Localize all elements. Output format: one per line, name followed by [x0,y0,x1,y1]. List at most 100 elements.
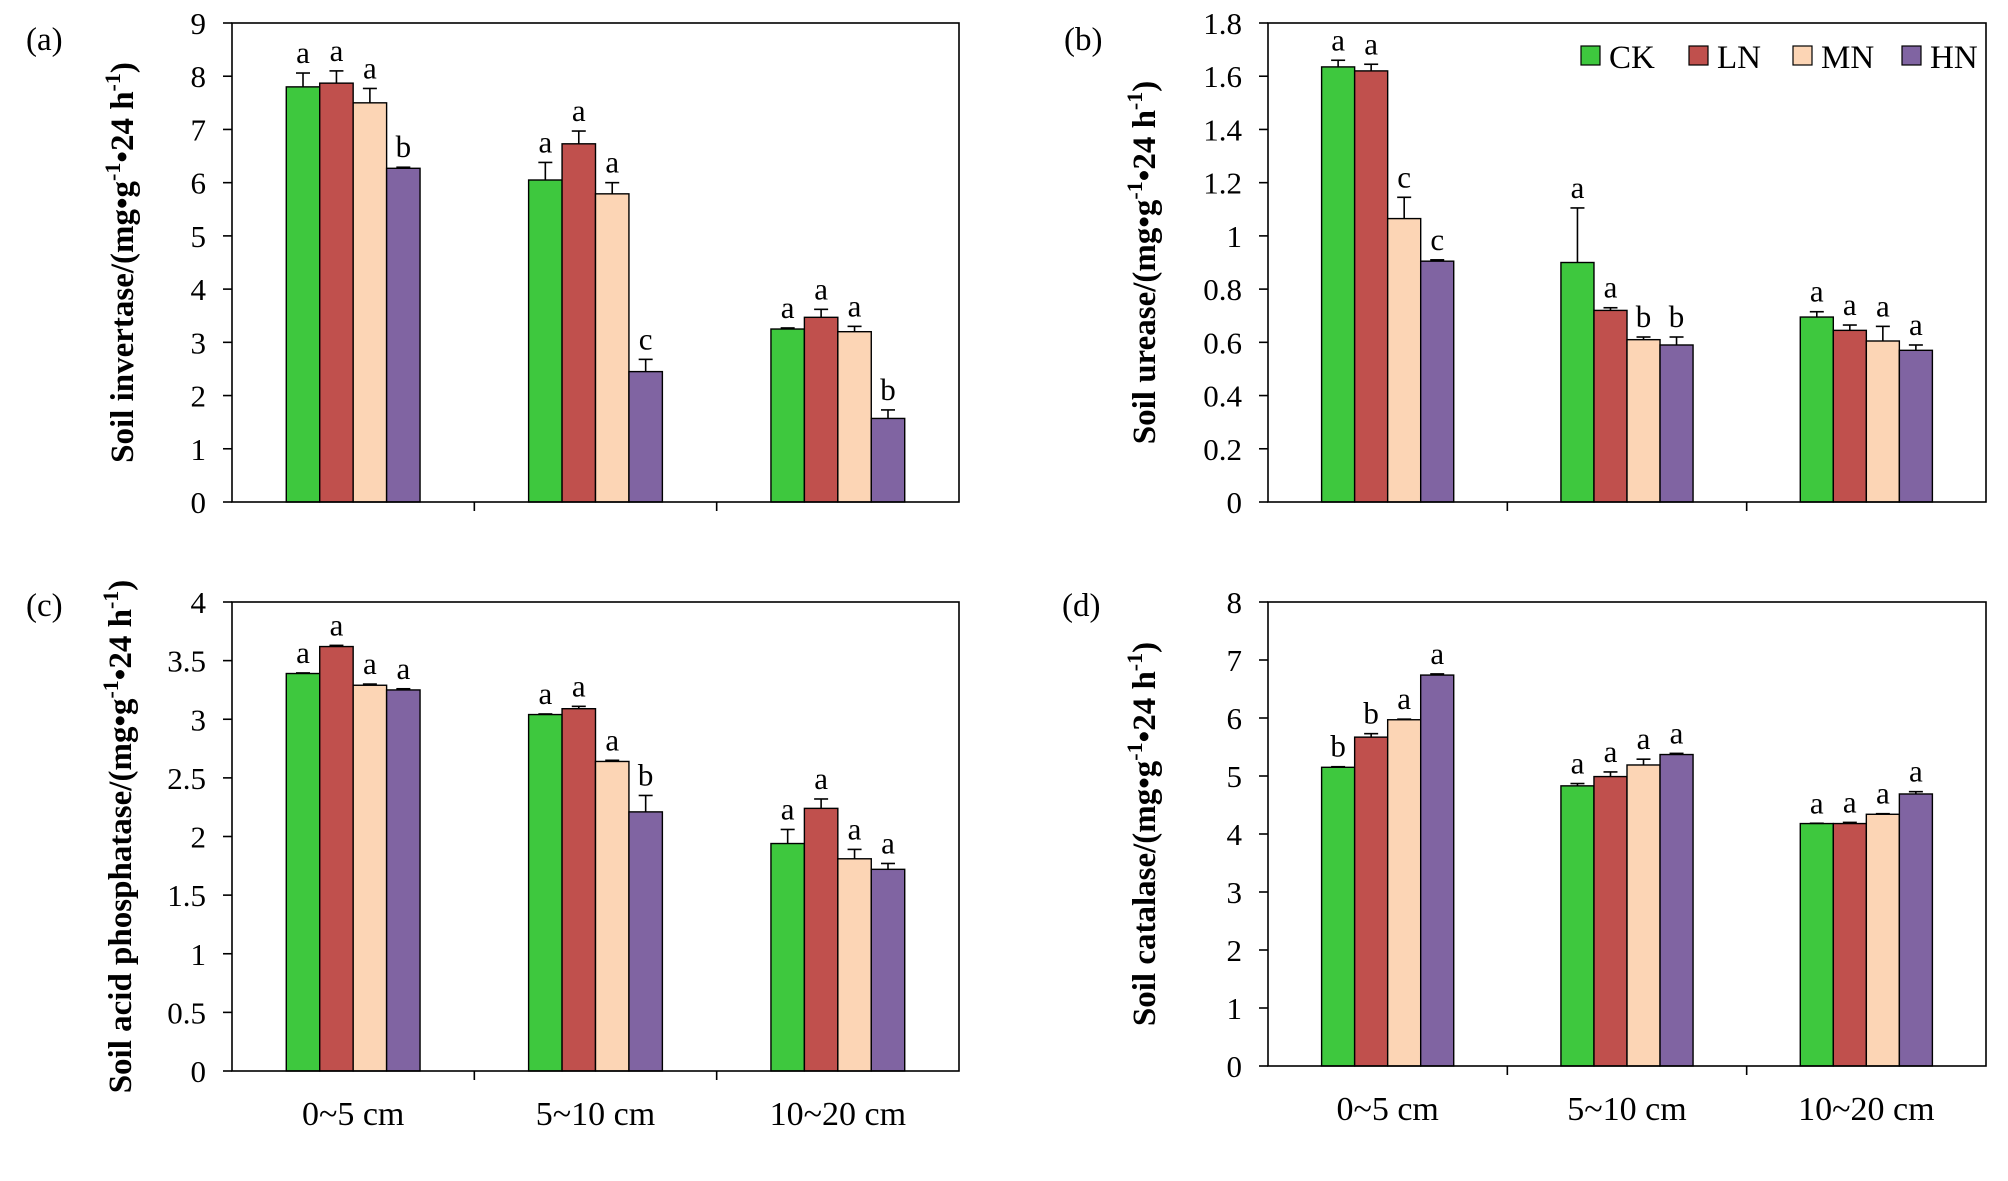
y-tick-label: 6 [1227,701,1243,736]
significance-letter: a [881,825,895,860]
significance-letter: b [638,757,654,792]
y-tick-label: 0.4 [1203,379,1242,414]
bar-ln-10-20-cm [803,316,839,503]
error-bar [396,687,411,690]
y-tick-label: 0 [191,1054,207,1089]
x-axis [1506,502,1748,511]
error-bar [638,358,653,372]
bar-mn-10-20-cm [837,858,872,1072]
y-axis-title-segment: •24 h [1127,110,1163,181]
bar-ck-0-5-cm [285,86,321,503]
significance-letter: a [814,761,828,796]
bar-mn-0-5-cm [352,102,388,503]
significance-letter: a [1810,785,1824,820]
y-tick-label: 3.5 [167,644,206,679]
significance-letter: a [1843,287,1857,322]
bar-ck-10-20-cm [1799,316,1835,503]
bar-ck-5-10-cm [527,179,563,503]
significance-letter: b [1636,299,1652,334]
panel-label: (b) [1064,22,1102,58]
y-axis-title-superscript: -1 [1122,742,1147,760]
y-axis-title-segment: Soil acid phosphatase/(mg•g [103,698,139,1093]
bars [1320,674,1934,1067]
y-tick-label: 9 [191,6,207,41]
bar-mn-0-5-cm [1386,719,1422,1067]
y-axis: 0 0.2 0.4 0.6 0.8 1 1.2 1.4 1.6 1.8 [1203,6,1268,520]
error-bar [780,327,795,330]
error-bar [814,308,829,318]
y-tick-label: 2 [1227,933,1243,968]
bar-ck-5-10-cm [527,713,563,1072]
y-tick-label: 2 [191,820,207,855]
significance-letter: a [1810,274,1824,309]
significance-letter: a [1670,715,1684,750]
error-bar [1842,821,1857,824]
significance-letter: b [396,129,412,164]
error-bar [880,862,895,870]
bar-ck-10-20-cm [770,328,806,503]
x-axis: 0~5 cm 5~10 cm 10~20 cm [1336,1066,1935,1128]
y-axis-title-segment: •24 h [103,609,139,680]
error-bar [1875,325,1890,342]
significance-letter: a [848,811,862,846]
bar-hn-5-10-cm [1659,344,1694,503]
y-axis-title-segment: ) [1127,642,1163,653]
significance-letter: c [1430,222,1444,257]
legend-item-ck: CK [1580,40,1655,76]
significance-letter: a [605,145,619,180]
bar-ck-0-5-cm [1320,766,1356,1067]
bar-ln-5-10-cm [561,143,597,503]
y-axis-title: Soil catalase/(mg•g-1•24 h-1) [1122,642,1163,1026]
significance-letter: a [1909,754,1923,789]
x-category-label: 0~5 cm [1336,1091,1438,1128]
y-tick-label: 8 [1227,585,1243,620]
y-tick-label: 3 [191,325,207,360]
error-bar [1570,782,1585,786]
significance-letter: a [1331,22,1345,57]
y-axis: 0 1 2 3 4 5 6 7 8 [1227,585,1268,1084]
significance-letter: a [538,124,552,159]
y-axis-title-segment: ) [105,62,141,73]
bar-hn-10-20-cm [870,417,906,503]
bar-ln-5-10-cm [1593,775,1628,1067]
y-axis: 0 0.5 1 1.5 2 2.5 3 3.5 4 [167,585,232,1089]
x-category-label: 10~20 cm [770,1096,906,1133]
bar-ln-10-20-cm [1832,822,1868,1067]
legend-swatch [1792,45,1813,66]
significance-letter: a [572,93,586,128]
y-tick-label: 1 [191,432,207,467]
bar-ck-10-20-cm [770,842,806,1072]
y-tick-label: 2 [191,379,207,414]
error-bar [1809,310,1824,318]
y-tick-label: 3 [191,702,207,737]
bar-hn-0-5-cm [385,167,421,503]
bar-hn-10-20-cm [1898,349,1934,503]
error-bar [1364,63,1379,71]
y-axis-title: Soil urease/(mg•g-1•24 h-1) [1122,81,1163,445]
y-axis-title-segment: Soil catalase/(mg•g [1127,760,1163,1026]
error-bar [362,87,377,103]
y-axis-title-superscript: -1 [100,163,125,181]
y-tick-label: 0.2 [1203,432,1242,467]
y-axis-title: Soil invertase/(mg•g-1•24 h-1) [100,62,141,463]
error-bar [296,72,311,87]
error-bar [1430,673,1445,676]
y-axis-title-segment: •24 h [1127,671,1163,742]
bar-ln-5-10-cm [561,708,597,1072]
bar-hn-10-20-cm [1898,793,1934,1067]
bar-hn-5-10-cm [628,811,664,1072]
error-bar [396,166,411,169]
bar-ln-0-5-cm [319,645,354,1072]
significance-letter: b [1330,729,1346,764]
significance-letter: a [538,676,552,711]
x-category-label: 5~10 cm [536,1096,655,1133]
significance-letter: a [330,607,344,642]
significance-letter: a [296,35,310,70]
error-bar [1908,790,1923,794]
y-axis-title-segment: Soil urease/(mg•g [1127,199,1163,444]
significance-letter: a [1876,288,1890,323]
bar-ln-10-20-cm [1832,329,1868,503]
